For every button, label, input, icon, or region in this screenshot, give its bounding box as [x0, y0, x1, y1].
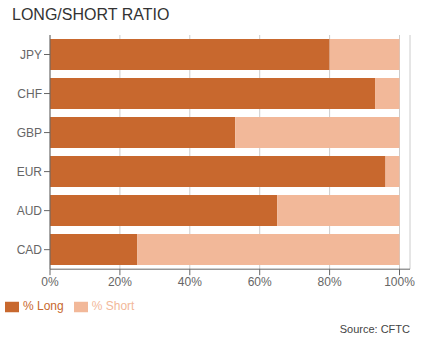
html-text:% Long: % Long — [23, 299, 64, 314]
svg-text:80%: 80% — [318, 275, 342, 289]
svg-text:60%: 60% — [248, 275, 272, 289]
svg-text:CHF: CHF — [17, 87, 42, 101]
svg-text:AUD: AUD — [17, 204, 43, 218]
svg-text:CAD: CAD — [17, 243, 43, 257]
svg-text:EUR: EUR — [17, 165, 43, 179]
html-text:LONG/SHORT RATIO: LONG/SHORT RATIO — [12, 6, 170, 23]
html-text:Source: CFTC: Source: CFTC — [339, 323, 410, 335]
svg-text:100%: 100% — [384, 275, 415, 289]
svg-text:20%: 20% — [108, 275, 132, 289]
svg-text:40%: 40% — [178, 275, 202, 289]
html-text:% Short: % Short — [91, 299, 135, 314]
svg-text:0%: 0% — [41, 275, 59, 289]
svg-text:GBP: GBP — [17, 126, 42, 140]
svg-text:JPY: JPY — [20, 48, 42, 62]
